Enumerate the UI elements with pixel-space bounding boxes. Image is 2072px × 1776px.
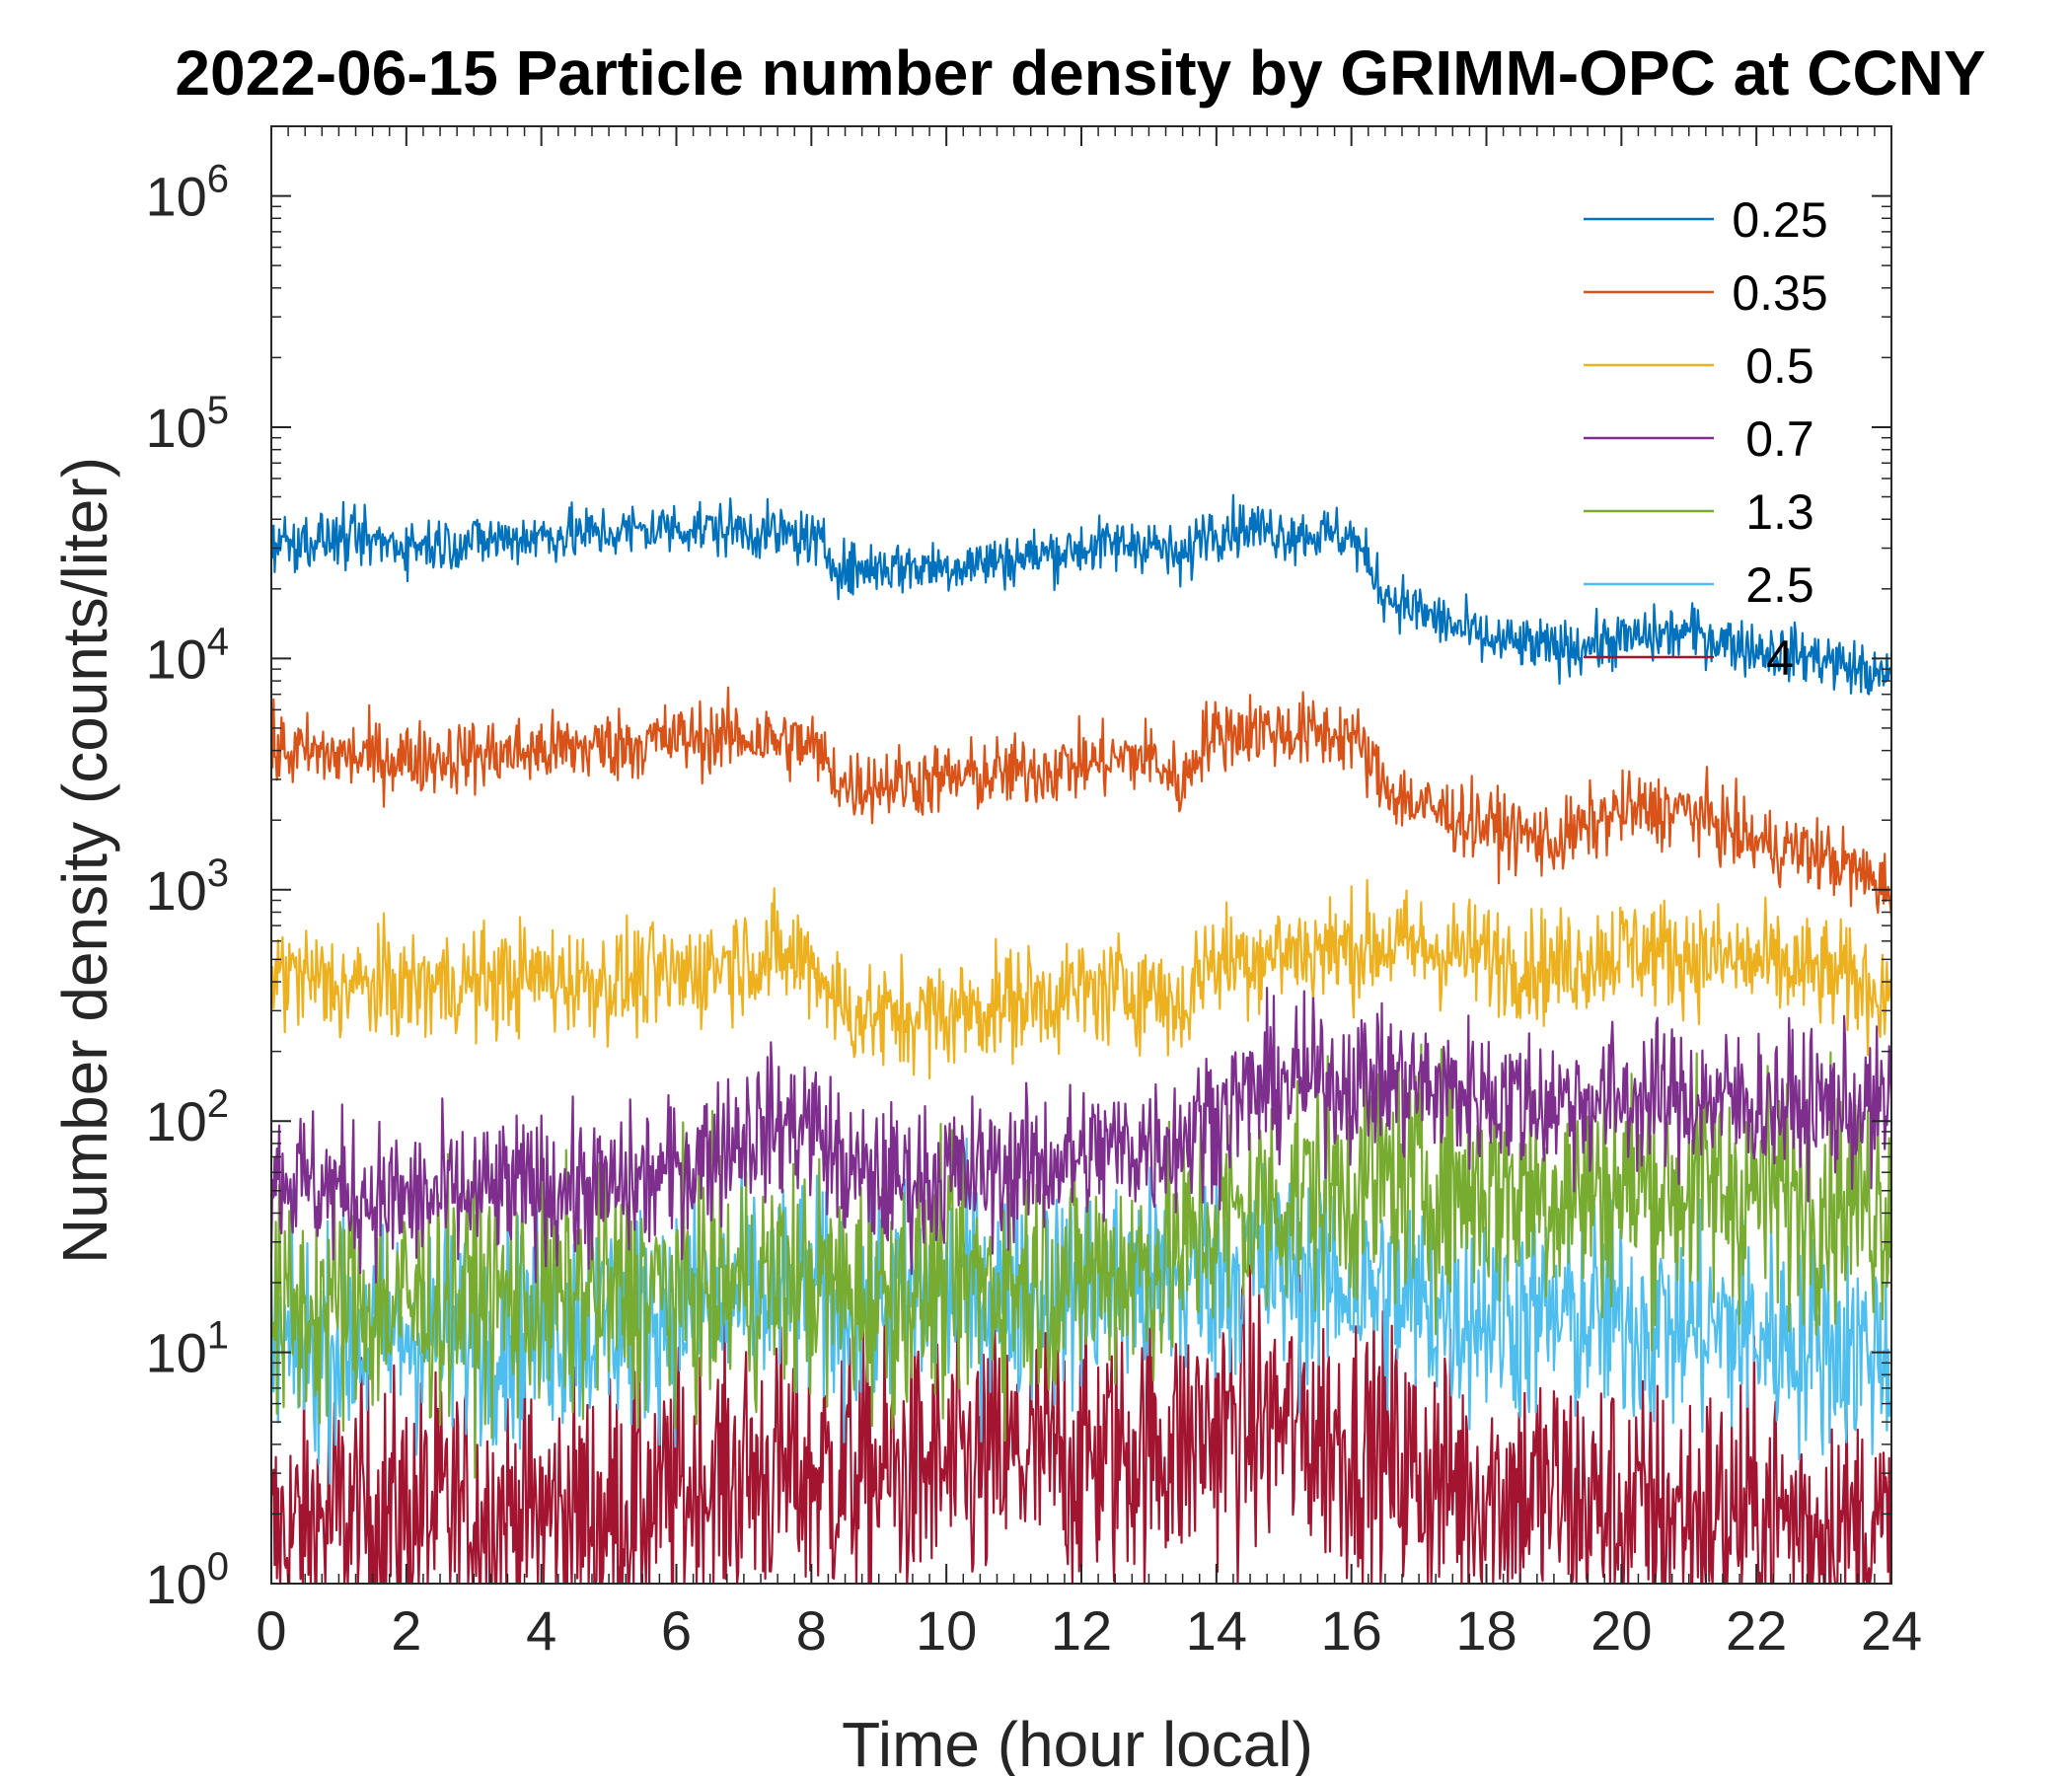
y-tick-base: 10 bbox=[145, 859, 206, 922]
legend-label-0.7: 0.7 bbox=[1745, 411, 1814, 467]
x-tick-label: 0 bbox=[256, 1599, 286, 1662]
series-line-0.5 bbox=[269, 878, 1893, 1080]
legend-label-0.25: 0.25 bbox=[1732, 192, 1827, 248]
series-line-0.35 bbox=[269, 686, 1893, 918]
y-tick-label: 106 bbox=[145, 158, 229, 228]
x-tick-label: 2 bbox=[391, 1599, 421, 1662]
x-tick-label: 6 bbox=[661, 1599, 692, 1662]
legend-label-4: 4 bbox=[1766, 630, 1794, 686]
x-tick-label: 4 bbox=[526, 1599, 556, 1662]
y-tick-label: 105 bbox=[145, 389, 229, 459]
axes-layer: 0 2 4 6 8 10 12 14 16 18 20 22 241001011021031041051… bbox=[145, 125, 1922, 1662]
x-tick-label: 24 bbox=[1861, 1599, 1922, 1662]
legend-label-0.35: 0.35 bbox=[1732, 265, 1827, 321]
y-tick-base: 10 bbox=[145, 166, 206, 228]
y-tick-exponent: 2 bbox=[207, 1082, 229, 1126]
y-tick-label: 102 bbox=[145, 1082, 229, 1152]
y-tick-label: 101 bbox=[145, 1314, 229, 1384]
legend-label-0.5: 0.5 bbox=[1745, 338, 1814, 394]
y-tick-base: 10 bbox=[145, 1322, 206, 1384]
x-tick-label: 18 bbox=[1455, 1599, 1517, 1662]
series-line-1.3 bbox=[270, 1037, 1893, 1479]
x-tick-label: 14 bbox=[1186, 1599, 1247, 1662]
y-tick-exponent: 6 bbox=[207, 158, 229, 201]
y-tick-base: 10 bbox=[145, 397, 206, 459]
series-line-0.25 bbox=[269, 493, 1893, 696]
x-tick-label: 20 bbox=[1591, 1599, 1652, 1662]
y-tick-base: 10 bbox=[145, 1090, 206, 1152]
y-tick-label: 103 bbox=[145, 851, 229, 922]
x-tick-label: 12 bbox=[1051, 1599, 1112, 1662]
legend-label-2.5: 2.5 bbox=[1745, 557, 1814, 613]
x-tick-label: 8 bbox=[796, 1599, 827, 1662]
series-layer bbox=[269, 493, 1893, 1586]
legend: 0.25 0.35 0.5 0.7 1.3 2.5 4 bbox=[1584, 192, 1828, 686]
y-tick-exponent: 4 bbox=[207, 620, 229, 663]
x-tick-label: 10 bbox=[916, 1599, 977, 1662]
y-tick-exponent: 3 bbox=[207, 851, 229, 895]
y-tick-exponent: 1 bbox=[207, 1314, 229, 1358]
series-line-0.7 bbox=[269, 987, 1893, 1284]
chart-title: 2022-06-15 Particle number density by GR… bbox=[175, 37, 1985, 109]
y-axis-title: Number density (counts/liter) bbox=[49, 457, 120, 1264]
y-tick-exponent: 0 bbox=[207, 1545, 229, 1589]
x-tick-label: 16 bbox=[1321, 1599, 1382, 1662]
legend-label-1.3: 1.3 bbox=[1745, 484, 1814, 540]
y-tick-exponent: 5 bbox=[207, 389, 229, 432]
y-tick-label: 100 bbox=[145, 1545, 229, 1615]
y-tick-label: 104 bbox=[145, 620, 229, 690]
x-axis-title: Time (hour local) bbox=[842, 1709, 1313, 1776]
x-tick-label: 22 bbox=[1726, 1599, 1787, 1662]
y-tick-base: 10 bbox=[145, 628, 206, 690]
y-tick-base: 10 bbox=[145, 1553, 206, 1615]
